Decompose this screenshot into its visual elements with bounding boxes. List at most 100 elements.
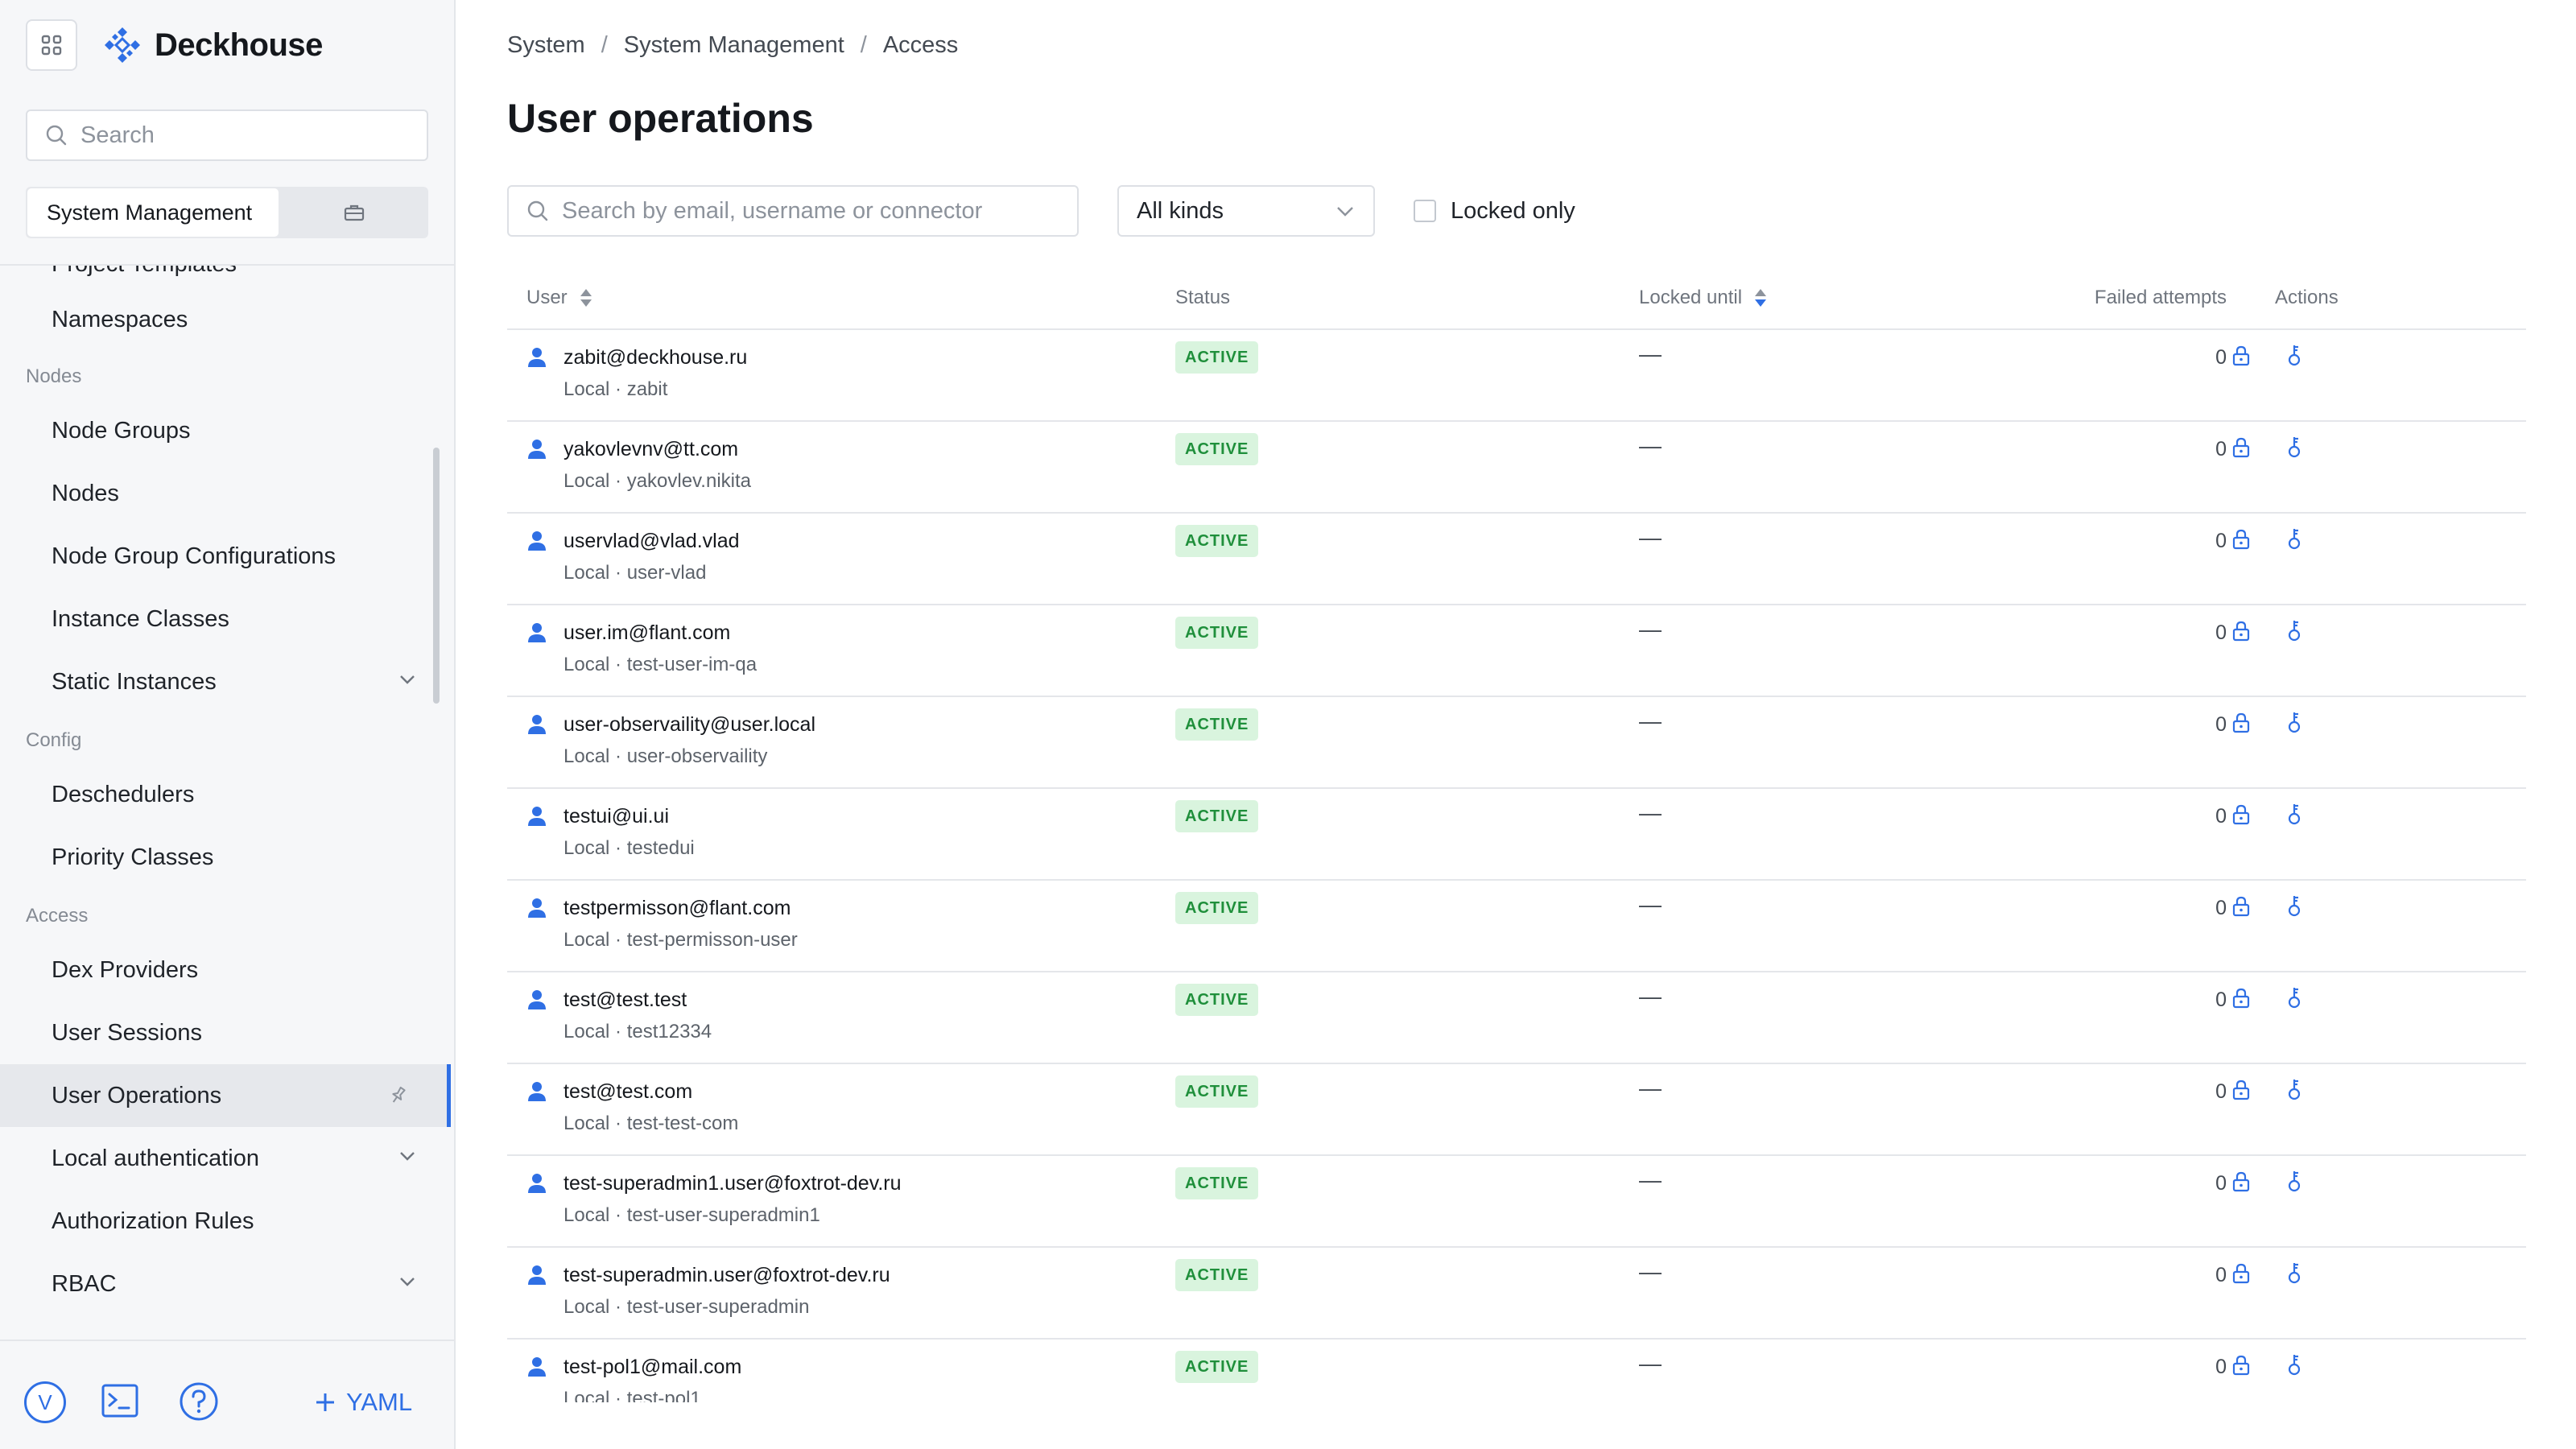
user-icon xyxy=(528,531,546,551)
context-projects[interactable] xyxy=(280,187,428,238)
column-header-user[interactable]: User xyxy=(526,287,593,309)
help-button[interactable] xyxy=(179,1381,219,1426)
status-badge: ACTIVE xyxy=(1175,1351,1259,1383)
locked-only-label: Locked only xyxy=(1451,197,1575,224)
user-email[interactable]: yakovlevnv@tt.com xyxy=(564,438,739,460)
key-icon[interactable] xyxy=(2286,1169,2302,1193)
context-system-management[interactable]: System Management xyxy=(27,188,279,237)
key-icon[interactable] xyxy=(2286,526,2302,551)
sidebar-item-user-sessions[interactable]: User Sessions xyxy=(0,1001,441,1064)
user-email[interactable]: test-pol1@mail.com xyxy=(564,1356,742,1378)
sidebar-item-node-groups[interactable]: Node Groups xyxy=(0,399,441,462)
deckhouse-logo[interactable]: Deckhouse xyxy=(101,23,323,68)
user-email[interactable]: user-observaility@user.local xyxy=(564,713,816,736)
lock-icon[interactable] xyxy=(2231,803,2251,826)
breadcrumb-item-access[interactable]: Access xyxy=(882,32,959,58)
user-avatar[interactable]: V xyxy=(24,1381,66,1423)
sidebar-item-authorization-rules[interactable]: Authorization Rules xyxy=(0,1190,441,1253)
sidebar-item-node-group-configurations[interactable]: Node Group Configurations xyxy=(0,525,441,588)
user-icon xyxy=(528,715,546,734)
lock-icon[interactable] xyxy=(2231,1170,2251,1193)
sidebar-item-namespaces[interactable]: Namespaces xyxy=(0,288,441,351)
sidebar-item-project-templates[interactable]: Project Templates xyxy=(52,266,237,278)
lock-icon[interactable] xyxy=(2231,1262,2251,1285)
sidebar-item-instance-classes[interactable]: Instance Classes xyxy=(0,588,441,650)
sidebar-item-label: Dex Providers xyxy=(52,956,199,983)
key-icon[interactable] xyxy=(2286,710,2302,734)
breadcrumb-item-system-management[interactable]: System Management xyxy=(623,32,844,58)
sidebar-item-rbac[interactable]: RBAC xyxy=(0,1253,441,1315)
add-yaml-button[interactable]: YAML xyxy=(314,1383,412,1422)
sidebar-item-label: Static Instances xyxy=(52,668,217,695)
breadcrumb-item-system[interactable]: System xyxy=(507,32,585,58)
search-icon xyxy=(46,125,67,146)
failed-attempts-value: 0 xyxy=(2215,989,2227,1011)
key-icon[interactable] xyxy=(2286,435,2302,459)
column-header-status: Status xyxy=(1175,287,1230,309)
user-search-input[interactable] xyxy=(562,197,1061,225)
user-email[interactable]: zabit@deckhouse.ru xyxy=(564,346,748,369)
lock-icon[interactable] xyxy=(2231,1354,2251,1377)
search-icon xyxy=(527,200,548,221)
key-icon[interactable] xyxy=(2286,1352,2302,1377)
lock-icon[interactable] xyxy=(2231,895,2251,918)
sidebar-item-deschedulers[interactable]: Deschedulers xyxy=(0,763,441,826)
sidebar-search[interactable] xyxy=(26,109,428,161)
user-email[interactable]: test-superadmin1.user@foxtrot-dev.ru xyxy=(564,1172,902,1195)
column-header-locked-until[interactable]: Locked until xyxy=(1639,287,1768,309)
sidebar-item-label: Instance Classes xyxy=(52,605,229,632)
user-email[interactable]: test@test.com xyxy=(564,1080,693,1103)
key-icon[interactable] xyxy=(2286,343,2302,367)
failed-attempts-value: 0 xyxy=(2215,713,2227,736)
lock-icon[interactable] xyxy=(2231,436,2251,459)
locked-only-checkbox[interactable] xyxy=(1414,200,1436,222)
user-email[interactable]: test-superadmin.user@foxtrot-dev.ru xyxy=(564,1264,890,1286)
kind-select[interactable]: All kinds xyxy=(1117,185,1375,237)
breadcrumb-separator: / xyxy=(860,32,867,58)
apps-grid-button[interactable] xyxy=(26,19,77,71)
user-icon xyxy=(528,1357,546,1377)
sidebar-item-label: User Operations xyxy=(52,1082,222,1108)
lock-icon[interactable] xyxy=(2231,987,2251,1009)
key-icon[interactable] xyxy=(2286,1077,2302,1101)
user-email[interactable]: testpermisson@flant.com xyxy=(564,897,791,919)
sidebar-item-static-instances[interactable]: Static Instances xyxy=(0,650,441,713)
grid-icon xyxy=(41,35,62,56)
user-connector: Local · test-user-superadmin1 xyxy=(564,1204,820,1226)
sidebar-scrollbar[interactable] xyxy=(433,448,440,704)
lock-icon[interactable] xyxy=(2231,620,2251,642)
terminal-button[interactable] xyxy=(101,1383,138,1422)
status-badge: ACTIVE xyxy=(1175,617,1259,649)
chevron-down-icon xyxy=(400,1278,415,1286)
key-icon[interactable] xyxy=(2286,985,2302,1009)
lock-icon[interactable] xyxy=(2231,528,2251,551)
plus-icon xyxy=(316,1393,334,1411)
user-email[interactable]: user.im@flant.com xyxy=(564,621,731,644)
table-row: yakovlevnv@tt.com Local · yakovlev.nikit… xyxy=(507,422,2526,514)
locked-only-filter[interactable]: Locked only xyxy=(1414,185,1575,237)
key-icon[interactable] xyxy=(2286,802,2302,826)
user-icon xyxy=(528,807,546,826)
table-row: test-pol1@mail.com Local · test-pol1 ACT… xyxy=(507,1340,2526,1402)
sidebar-item-user-operations[interactable]: User Operations xyxy=(0,1064,451,1127)
sidebar-search-input[interactable] xyxy=(80,122,419,149)
sidebar-item-local-authentication[interactable]: Local authentication xyxy=(0,1127,441,1190)
user-email[interactable]: testui@ui.ui xyxy=(564,805,669,828)
user-email[interactable]: test@test.test xyxy=(564,989,687,1011)
sidebar-item-dex-providers[interactable]: Dex Providers xyxy=(0,939,441,1001)
key-icon[interactable] xyxy=(2286,894,2302,918)
locked-until-value: — xyxy=(1639,708,1662,733)
sidebar-item-label: Local authentication xyxy=(52,1145,259,1171)
lock-icon[interactable] xyxy=(2231,345,2251,367)
user-connector: Local · zabit xyxy=(564,378,668,400)
key-icon[interactable] xyxy=(2286,1261,2302,1285)
lock-icon[interactable] xyxy=(2231,712,2251,734)
user-search[interactable] xyxy=(507,185,1079,237)
sidebar-item-priority-classes[interactable]: Priority Classes xyxy=(0,826,441,889)
user-email[interactable]: uservlad@vlad.vlad xyxy=(564,530,740,552)
pin-icon[interactable] xyxy=(389,1085,408,1106)
user-connector: Local · user-observaility xyxy=(564,745,768,767)
lock-icon[interactable] xyxy=(2231,1079,2251,1101)
key-icon[interactable] xyxy=(2286,618,2302,642)
sidebar-item-nodes[interactable]: Nodes xyxy=(0,462,441,525)
